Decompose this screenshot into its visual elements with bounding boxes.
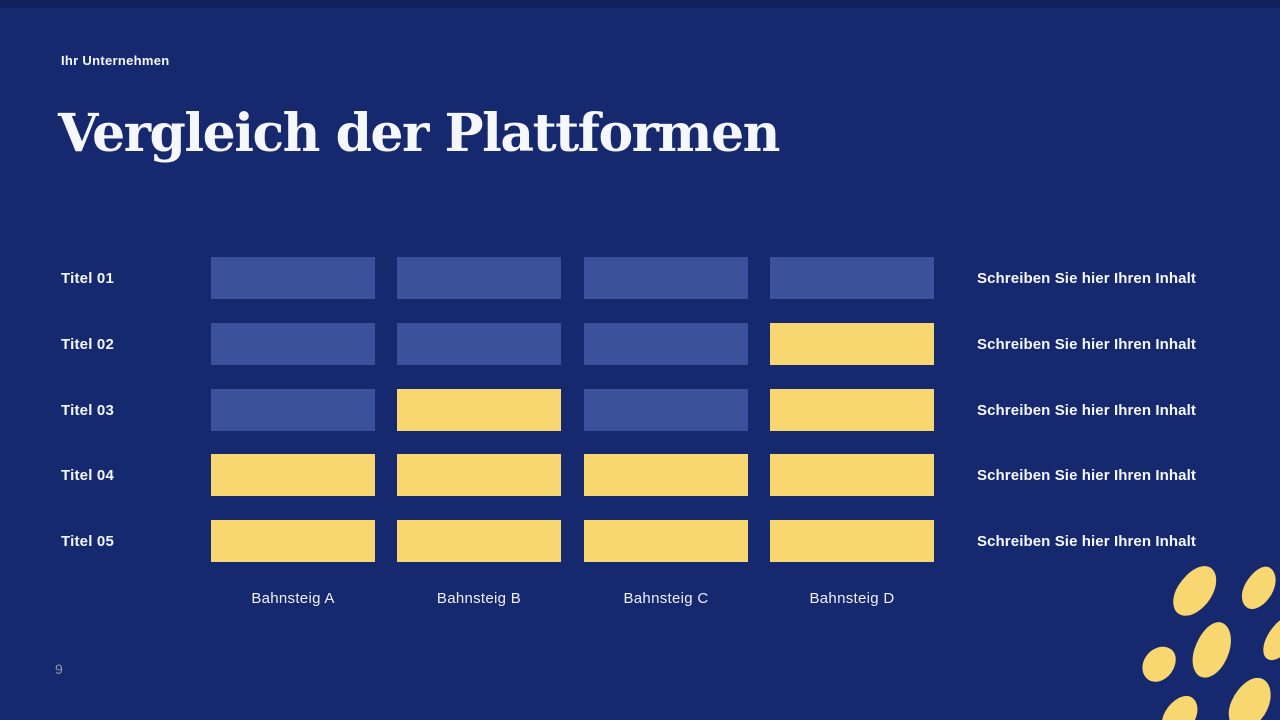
matrix-cell [397,389,561,431]
row-label: Titel 04 [61,466,115,484]
matrix-row: Titel 02 Schreiben Sie hier Ihren Inhalt [0,323,1280,365]
column-label: Bahnsteig B [436,590,522,607]
matrix-row: Titel 04 Schreiben Sie hier Ihren Inhalt [0,454,1280,496]
paint-stroke-decoration [1257,609,1280,667]
matrix-cell [211,520,375,562]
matrix-cell [584,389,748,431]
column-label: Bahnsteig D [809,590,895,607]
matrix-row: Titel 03 Schreiben Sie hier Ihren Inhalt [0,389,1280,431]
top-edge-shade [0,0,1280,8]
matrix-cell [397,520,561,562]
column-label: Bahnsteig A [251,590,335,607]
paint-stroke-decoration [1186,617,1238,683]
matrix-cell [397,323,561,365]
row-placeholder-text: Schreiben Sie hier Ihren Inhalt [977,335,1196,353]
paint-stroke-decoration [1235,561,1280,615]
matrix-cell [211,257,375,299]
matrix-cell [211,454,375,496]
matrix-cell [211,323,375,365]
matrix-cell [770,520,934,562]
row-placeholder-text: Schreiben Sie hier Ihren Inhalt [977,466,1196,484]
row-placeholder-text: Schreiben Sie hier Ihren Inhalt [977,401,1196,419]
matrix-cell [770,323,934,365]
row-label: Titel 03 [61,401,115,419]
matrix-cell [584,323,748,365]
matrix-cell [397,454,561,496]
column-label: Bahnsteig C [623,590,709,607]
matrix-row: Titel 05 Schreiben Sie hier Ihren Inhalt [0,520,1280,562]
matrix-cell [770,389,934,431]
paint-stroke-decoration [1221,671,1279,720]
matrix-cell [584,520,748,562]
paint-stroke-decoration [1135,639,1183,689]
page-number: 9 [55,661,63,677]
row-placeholder-text: Schreiben Sie hier Ihren Inhalt [977,269,1196,287]
matrix-cell [397,257,561,299]
matrix-cell [584,454,748,496]
row-placeholder-text: Schreiben Sie hier Ihren Inhalt [977,532,1196,550]
matrix-cell [584,257,748,299]
paint-stroke-decoration [1156,689,1204,720]
matrix-cell [211,389,375,431]
slide-title: Vergleich der Plattformen [58,103,780,164]
company-name: Ihr Unternehmen [61,53,170,68]
row-label: Titel 02 [61,335,115,353]
paint-stroke-decoration [1165,558,1225,624]
row-label: Titel 01 [61,269,115,287]
matrix-cell [770,454,934,496]
matrix-row: Titel 01 Schreiben Sie hier Ihren Inhalt [0,257,1280,299]
matrix-cell [770,257,934,299]
row-label: Titel 05 [61,532,115,550]
